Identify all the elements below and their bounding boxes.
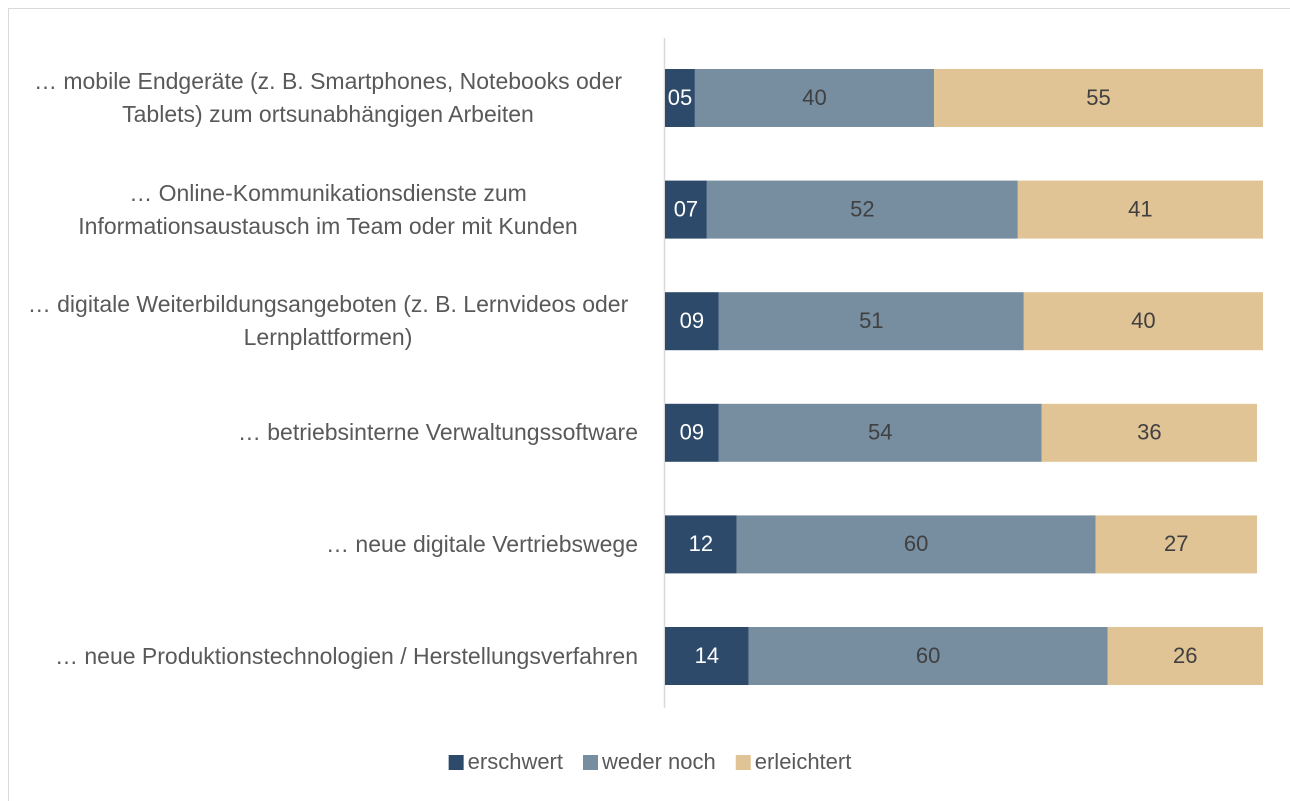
category-label-box: … digitale Weiterbildungsangeboten (z. B…	[8, 281, 638, 361]
legend-label: erleichtert	[755, 749, 852, 774]
y-tick-label: … Online-Kommunikationsdienste zum Infor…	[78, 179, 578, 239]
bar-segment	[1041, 403, 1258, 462]
legend-swatch	[583, 755, 599, 770]
chart-border	[8, 8, 1290, 801]
bar-segment	[665, 627, 749, 685]
bar-segment	[718, 292, 1024, 351]
data-label: 54	[868, 420, 892, 445]
bar-segment	[665, 515, 737, 574]
data-label: 60	[904, 531, 928, 556]
data-label: 40	[1131, 308, 1155, 333]
data-label: 09	[680, 420, 704, 445]
data-label: 60	[916, 643, 940, 668]
y-tick-label: … neue Produktionstechnologien / Herstel…	[54, 642, 638, 669]
bar-segment	[694, 69, 935, 127]
category-label-box: … mobile Endgeräte (z. B. Smartphones, N…	[8, 58, 638, 138]
data-label: 51	[859, 308, 883, 333]
category-label-box: … Online-Kommunikationsdienste zum Infor…	[8, 170, 638, 250]
y-tick-label: … mobile Endgeräte (z. B. Smartphones, N…	[33, 68, 623, 127]
data-label: 36	[1137, 420, 1161, 445]
data-label: 27	[1164, 531, 1188, 556]
legend-swatch	[448, 755, 464, 770]
category-label-box: … neue Produktionstechnologien / Herstel…	[8, 616, 638, 696]
data-label: 12	[689, 531, 713, 556]
data-label: 41	[1128, 196, 1152, 221]
category-label-box: … betriebsinterne Verwaltungssoftware	[8, 393, 638, 473]
bar-segment	[934, 69, 1263, 127]
bar-segment	[1107, 627, 1263, 685]
bar-segment	[736, 515, 1096, 574]
data-label: 52	[850, 196, 874, 221]
data-label: 55	[1086, 85, 1110, 110]
legend-label: erschwert	[468, 749, 563, 774]
y-tick-label: … neue digitale Vertriebswege	[326, 530, 638, 557]
data-label: 26	[1173, 643, 1197, 668]
y-tick-label: … betriebsinterne Verwaltungssoftware	[237, 419, 638, 446]
bar-segment	[665, 403, 719, 462]
data-label: 14	[695, 643, 719, 668]
bar-segment	[1095, 515, 1258, 574]
legend-label: weder noch	[601, 749, 716, 774]
bar-segment	[748, 627, 1108, 685]
bar-segment	[665, 180, 707, 239]
data-label: 09	[680, 308, 704, 333]
bar-segment	[718, 403, 1042, 462]
bar-segment	[1017, 180, 1263, 239]
data-label: 40	[802, 85, 826, 110]
y-tick-label: … digitale Weiterbildungsangeboten (z. B…	[27, 291, 629, 351]
data-label: 05	[668, 85, 692, 110]
category-label-box: … neue digitale Vertriebswege	[8, 504, 638, 584]
legend-swatch	[735, 755, 751, 770]
data-label: 07	[674, 196, 698, 221]
bar-segment	[706, 180, 1018, 239]
bar-segment	[665, 292, 719, 351]
bar-segment	[1023, 292, 1263, 351]
bar-segment	[665, 69, 695, 127]
